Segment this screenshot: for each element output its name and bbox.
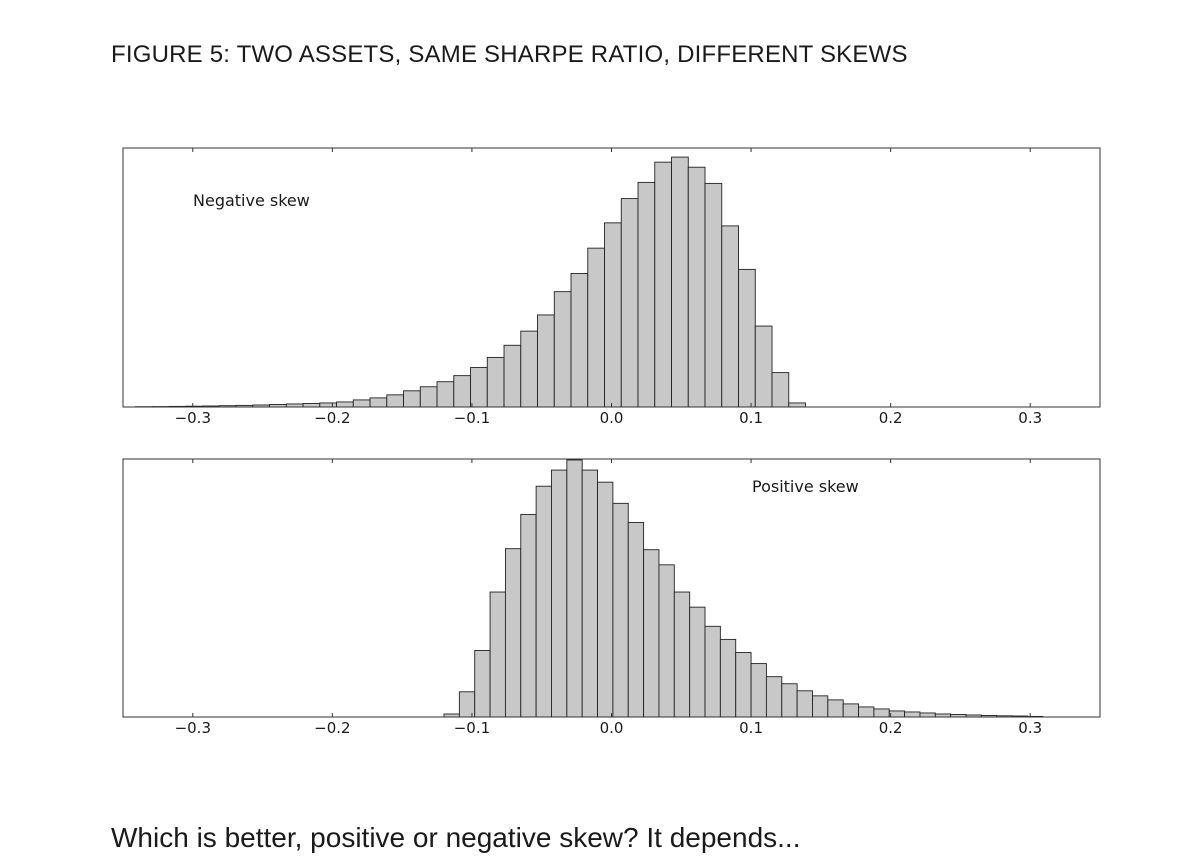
histogram-bar: [704, 182, 723, 408]
histogram-bar: [504, 548, 522, 718]
histogram-bar: [858, 706, 875, 718]
histogram-bar: [486, 356, 505, 408]
histogram-bar: [535, 485, 552, 718]
histogram-bar: [812, 695, 829, 718]
negative-skew-histogram: −0.3 −0.2 −0.1 0.0 0.1 0.2 0.3 Negative skew: [122, 147, 1101, 427]
histogram-bar: [704, 625, 721, 718]
histogram-bar: [765, 676, 783, 718]
histogram-bar: [689, 606, 706, 718]
histogram-bar: [719, 638, 737, 718]
histogram-bar: [919, 712, 936, 718]
histogram-bar: [566, 459, 583, 718]
histogram-bar: [671, 156, 689, 408]
histogram-bar: [551, 469, 568, 718]
figure-title: FIGURE 5: TWO ASSETS, SAME SHARPE RATIO,…: [111, 41, 908, 68]
histogram-bar: [436, 381, 455, 408]
x-tick-label: 0.0: [600, 409, 624, 427]
histogram-bar: [470, 367, 488, 408]
histogram-bar: [781, 683, 798, 718]
x-tick-label: 0.1: [739, 719, 763, 737]
histogram-bar: [553, 291, 572, 408]
histogram-bar: [888, 710, 906, 718]
x-tick-label: −0.3: [175, 719, 211, 737]
skew-annotation: Negative skew: [193, 191, 310, 210]
skew-annotation: Positive skew: [752, 477, 859, 496]
histogram-bar: [842, 703, 859, 718]
histogram-bar: [637, 181, 656, 408]
histogram-bar: [673, 591, 691, 718]
histogram-bar: [750, 663, 767, 718]
histogram-bar: [474, 650, 491, 718]
histogram-bar: [403, 390, 421, 408]
x-tick-label: 0.1: [739, 409, 763, 427]
x-tick-label: 0.0: [600, 719, 624, 737]
x-tick-label: −0.2: [314, 409, 350, 427]
histogram-bar: [873, 708, 890, 718]
histogram-bar: [796, 690, 813, 718]
histogram-bar: [352, 399, 371, 408]
histogram-bar: [570, 273, 589, 408]
histogram-bar: [520, 330, 538, 408]
positive-skew-histogram: −0.3 −0.2 −0.1 0.0 0.1 0.2 0.3 Positive skew: [122, 458, 1101, 737]
histogram-bar: [658, 564, 675, 718]
histogram-bar: [687, 166, 706, 408]
x-tick-label: −0.3: [175, 409, 211, 427]
histogram-bar: [627, 522, 645, 718]
histogram-bar: [612, 502, 629, 718]
histogram-bar: [904, 711, 921, 718]
histogram-bar: [386, 394, 404, 408]
histogram-bar: [369, 397, 388, 408]
histogram-bar: [735, 652, 752, 718]
histogram-bar: [597, 481, 614, 718]
histogram-bar: [721, 225, 739, 408]
histogram-bar: [738, 268, 756, 408]
histogram-bar: [336, 401, 354, 408]
histogram-bar: [604, 222, 622, 408]
histogram-bar: [654, 161, 672, 408]
histogram-bar: [537, 314, 555, 408]
histogram-bar: [754, 325, 773, 408]
histogram-bar: [581, 469, 598, 718]
x-tick-label: −0.1: [454, 409, 490, 427]
x-tick-label: −0.2: [314, 719, 350, 737]
histogram-bar: [503, 344, 522, 408]
histogram-bar: [489, 591, 506, 718]
histogram-bar: [302, 403, 321, 408]
x-tick-label: 0.2: [879, 409, 903, 427]
histogram-bar: [319, 402, 337, 408]
x-tick-label: 0.2: [879, 719, 903, 737]
histogram-bar: [788, 402, 806, 408]
histogram-bar: [520, 513, 537, 718]
histogram-bar: [643, 549, 660, 718]
x-tick-label: 0.3: [1018, 409, 1042, 427]
histogram-bar: [771, 372, 790, 408]
histogram-bar: [587, 247, 605, 408]
histogram-bar: [453, 375, 471, 408]
histogram-bar: [620, 198, 639, 408]
x-tick-label: −0.1: [454, 719, 490, 737]
histogram-bar: [419, 386, 438, 408]
histogram-bar: [827, 699, 844, 718]
x-tick-label: 0.3: [1018, 719, 1042, 737]
figure-caption: Which is better, positive or negative sk…: [111, 822, 801, 853]
